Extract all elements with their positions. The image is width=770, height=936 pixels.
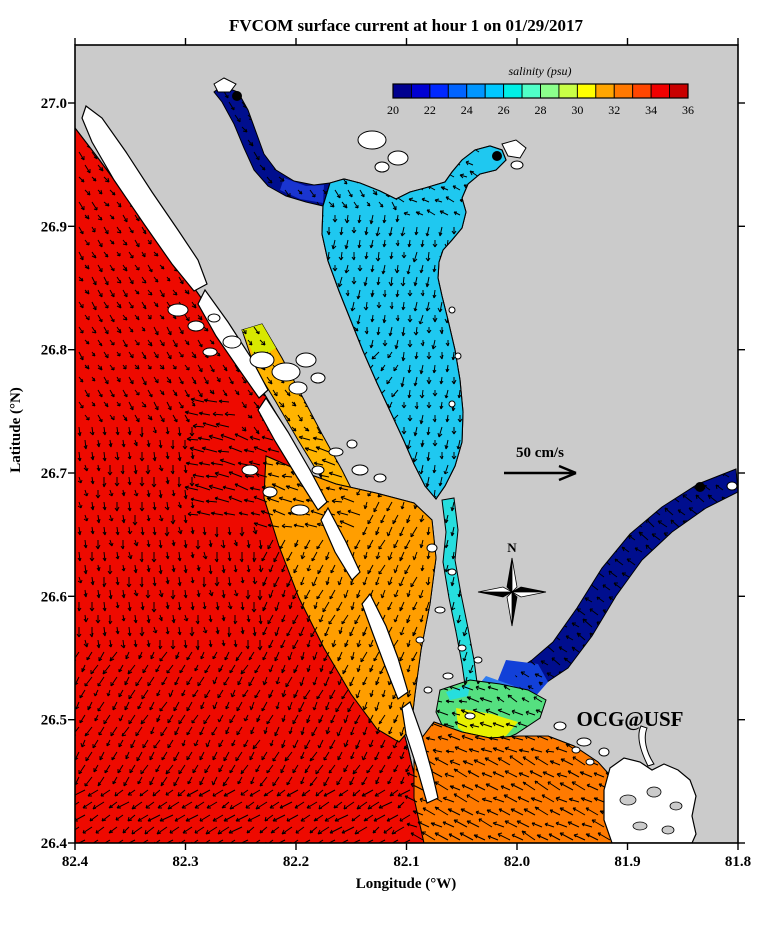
- islets: [167, 77, 738, 766]
- y-tick-label: 26.6: [41, 589, 68, 605]
- colorbar: salinity (psu) 20 22 24 26 28 30 32 34 36: [387, 64, 694, 117]
- colorbar-cell: [650, 83, 671, 99]
- map-plot-area: [75, 45, 738, 843]
- scale-arrow-icon: [504, 464, 577, 482]
- lemon-bay-yellow: [242, 324, 276, 360]
- colorbar-tick-labels: 20 22 24 26 28 30 32 34 36: [387, 103, 694, 117]
- colorbar-tick-label: 26: [498, 103, 510, 117]
- colorbar-tick-label: 22: [424, 103, 436, 117]
- colorbar-cell: [410, 83, 431, 99]
- colorbar-cell: [521, 83, 541, 99]
- y-tick-label: 26.8: [41, 343, 67, 359]
- colorbar-cell: [613, 83, 634, 99]
- compass-n-label: N: [507, 540, 517, 555]
- x-tick-label: 82.3: [172, 854, 198, 870]
- colorbar-cells: [392, 83, 689, 99]
- colorbar-tick-label: 24: [461, 103, 473, 117]
- colorbar-cell: [540, 83, 560, 99]
- axis-ticks: [68, 38, 745, 850]
- colorbar-border: [392, 83, 689, 99]
- x-axis-label: Longitude (°W): [356, 876, 457, 892]
- axis-tick-labels: 82.4 82.3 82.2 82.1 82.0 81.9 81.8 27.0 26.9 26.8…: [41, 96, 751, 870]
- y-tick-label: 26.7: [41, 466, 68, 482]
- credit-watermark: OCG@USF: [576, 707, 683, 731]
- colorbar-tick-label: 36: [682, 103, 694, 117]
- compass-rose-icon: N: [477, 540, 547, 627]
- colorbar-cell: [429, 83, 449, 99]
- colorbar-tick-label: 34: [645, 103, 657, 117]
- colorbar-cell: [669, 83, 689, 99]
- colorbar-cell: [484, 83, 505, 99]
- scale-arrow-group: 50 cm/s: [504, 445, 577, 482]
- y-tick-label: 26.5: [41, 713, 67, 729]
- peace-head-dot: [492, 151, 502, 161]
- x-tick-label: 81.8: [725, 854, 751, 870]
- colorbar-cell: [392, 83, 412, 99]
- colorbar-cell: [447, 83, 468, 99]
- y-tick-label: 27.0: [41, 96, 67, 112]
- colorbar-label: salinity (psu): [509, 64, 572, 78]
- colorbar-cell: [466, 83, 486, 99]
- confluence-cyan: [446, 684, 470, 700]
- river-head-markers: [232, 91, 705, 492]
- figure-title: FVCOM surface current at hour 1 on 01/29…: [229, 16, 583, 35]
- caloosahatchee-head-dot: [695, 482, 705, 492]
- x-tick-label: 82.2: [283, 854, 309, 870]
- x-tick-label: 82.4: [62, 854, 89, 870]
- x-tick-label: 82.1: [393, 854, 419, 870]
- colorbar-cell: [595, 83, 615, 99]
- x-tick-label: 81.9: [614, 854, 640, 870]
- barrier-islands: [81, 105, 439, 804]
- colorbar-tick-label: 32: [608, 103, 620, 117]
- myakka-head-dot: [232, 91, 242, 101]
- y-tick-label: 26.9: [41, 219, 67, 235]
- x-tick-label: 82.0: [504, 854, 530, 870]
- colorbar-tick-label: 28: [535, 103, 547, 117]
- colorbar-cell: [503, 83, 523, 99]
- scale-arrow-label: 50 cm/s: [516, 445, 564, 461]
- land-spit: [638, 725, 655, 767]
- colorbar-tick-label: 30: [571, 103, 583, 117]
- colorbar-cell: [576, 83, 597, 99]
- y-axis-label: Latitude (°N): [8, 387, 24, 473]
- y-tick-label: 26.4: [41, 836, 68, 852]
- colorbar-cell: [632, 83, 652, 99]
- colorbar-tick-label: 20: [387, 103, 399, 117]
- southeast-landmass: [603, 725, 697, 843]
- colorbar-cell: [558, 83, 578, 99]
